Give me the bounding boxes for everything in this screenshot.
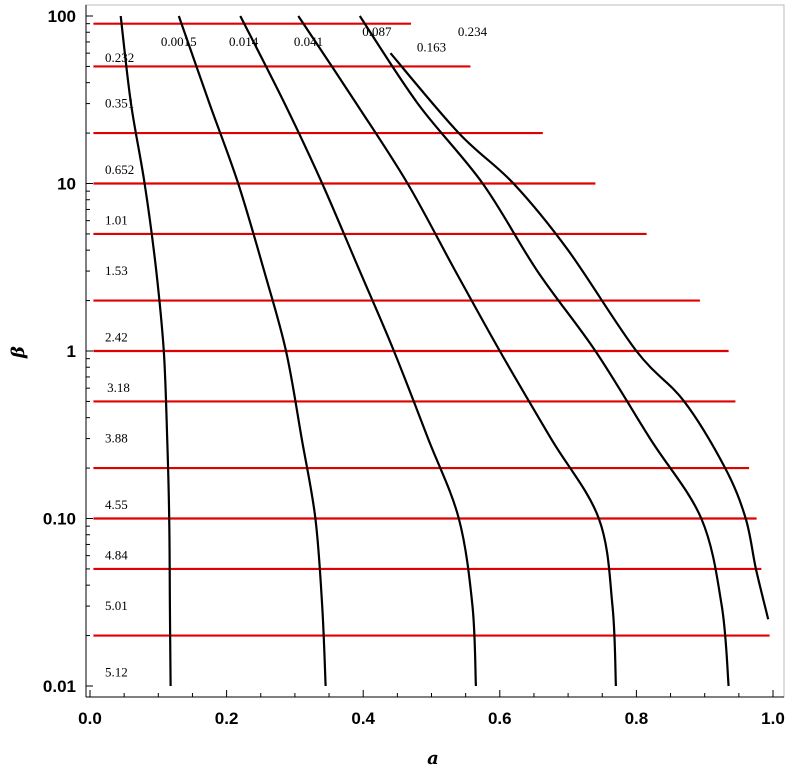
- red-line-label-6: 2.42: [105, 330, 128, 345]
- x-tick-label: 0.4: [351, 709, 375, 728]
- red-line-label-8: 3.88: [105, 431, 128, 446]
- axes: 0.0 0.2 0.4 0.6 0.8 1.0 0.01 0.10 1 10 100: [43, 5, 785, 728]
- y-tick-label: 0.01: [43, 677, 76, 696]
- red-lines: [93, 22, 770, 637]
- y-axis-label: β: [8, 346, 29, 359]
- x-tick-label: 0.2: [215, 709, 239, 728]
- black-curve-label-3: 0.041: [294, 34, 323, 49]
- black-curve-label-4: 0.087: [362, 24, 392, 39]
- x-tick-label: 0.6: [488, 709, 512, 728]
- red-line-label-1: 0.232: [105, 50, 134, 65]
- x-axis-label: a: [427, 748, 439, 769]
- black-curve-1: [119, 15, 172, 687]
- y-tick-label: 0.10: [43, 510, 76, 529]
- red-line-label-7: 3.18: [107, 380, 130, 395]
- black-curve-label-1: 0.0015: [161, 34, 197, 49]
- y-tick-label: 100: [48, 7, 76, 26]
- black-curve-label-5: 0.163: [417, 39, 446, 54]
- red-line-label-10: 4.84: [105, 548, 128, 563]
- x-tick-label: 0.0: [78, 709, 102, 728]
- x-tick-label: 1.0: [761, 709, 785, 728]
- y-tick-label: 10: [57, 175, 76, 194]
- black-curve-6: [389, 52, 770, 620]
- red-line-label-9: 4.55: [105, 497, 128, 512]
- red-line-label-3: 0.652: [105, 162, 134, 177]
- contour-labels: 0.232 0.351 0.652 1.01 1.53 2.42 3.18 3.88 4.55 4…: [105, 24, 488, 680]
- black-curve-4: [297, 15, 617, 687]
- red-line-label-5: 1.53: [105, 263, 128, 278]
- black-curve-2: [177, 15, 327, 687]
- black-curve-label-2: 0.014: [229, 34, 259, 49]
- black-curves: [119, 15, 770, 687]
- red-line-label-4: 1.01: [105, 213, 128, 228]
- black-curve-label-6: 0.234: [458, 24, 488, 39]
- x-tick-label: 0.8: [625, 709, 649, 728]
- black-curve-5: [358, 15, 730, 687]
- red-line-label-12: 5.12: [105, 665, 128, 680]
- red-line-label-11: 5.01: [105, 598, 128, 613]
- y-tick-label: 1: [67, 342, 76, 361]
- black-curve-3: [239, 15, 477, 687]
- red-line-label-2: 0.351: [105, 96, 134, 111]
